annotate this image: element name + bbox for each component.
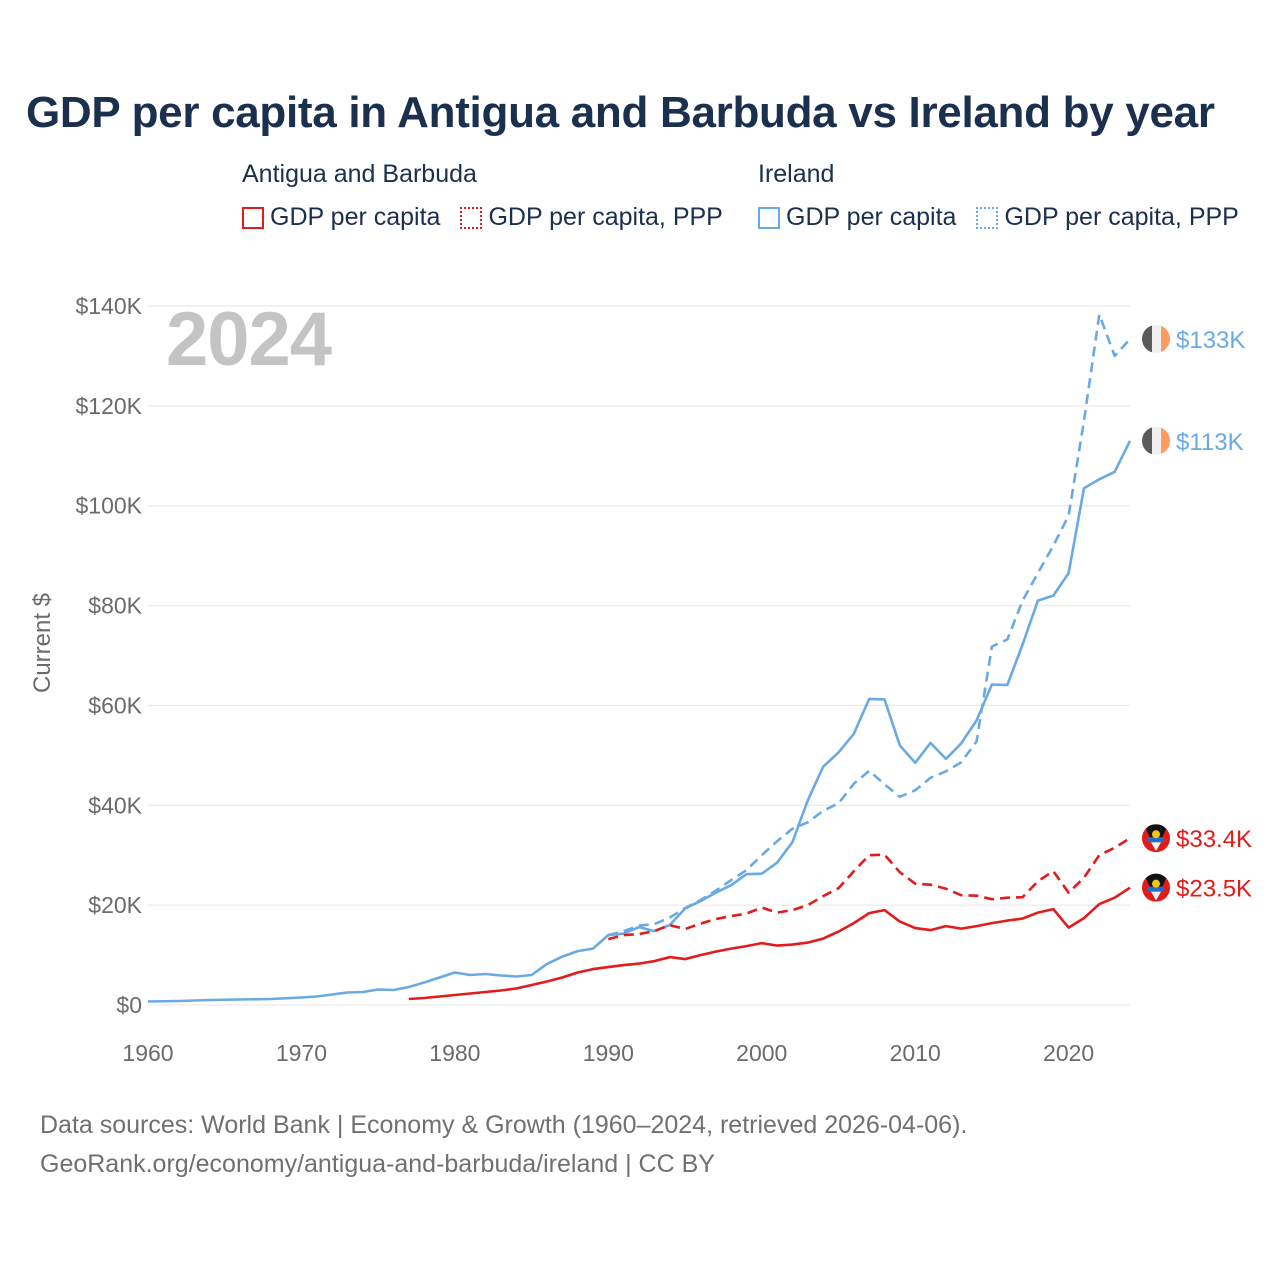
series-line[interactable] — [147, 440, 1132, 1003]
series-lines — [147, 313, 1132, 1003]
year-label: 2024 — [166, 297, 332, 382]
legend-group-title: Ireland — [758, 160, 835, 188]
source-link[interactable]: GeoRank.org/economy/antigua-and-barbuda/… — [40, 1150, 715, 1178]
x-tick-label: 2000 — [736, 1040, 787, 1066]
legend-group-ireland: Ireland GDP per capita GDP per capita, P… — [758, 160, 1239, 232]
series-line[interactable] — [408, 886, 1131, 1001]
x-axis-ticks: 1960 1970 1980 1990 2000 2010 2020 — [122, 1040, 1094, 1066]
y-axis-title: Current $ — [29, 593, 56, 693]
grid-lines — [148, 305, 1130, 1006]
x-tick-label: 1990 — [583, 1040, 634, 1066]
legend-item-antigua-gdp-ppp[interactable]: GDP per capita, PPP — [460, 203, 723, 232]
y-tick-label: $40K — [88, 792, 142, 818]
series-end-label: $23.5K — [1176, 876, 1252, 903]
legend-label: GDP per capita, PPP — [488, 203, 723, 231]
data-source-note: Data sources: World Bank | Economy & Gro… — [40, 1111, 968, 1139]
legend-item-antigua-gdp[interactable]: GDP per capita — [242, 203, 440, 232]
legend-item-ireland-gdp-ppp[interactable]: GDP per capita, PPP — [976, 203, 1239, 232]
y-tick-label: $100K — [75, 493, 142, 519]
ireland-flag-icon — [1142, 324, 1170, 353]
y-tick-label: $140K — [75, 293, 142, 319]
x-tick-label: 2010 — [890, 1040, 941, 1066]
y-tick-label: $60K — [88, 692, 142, 718]
y-axis-ticks: $0 $20K $40K $60K $80K $100K $120K $140K — [75, 293, 142, 1018]
series-line[interactable] — [607, 313, 1131, 937]
x-tick-label: 1970 — [276, 1040, 327, 1066]
legend-label: GDP per capita — [786, 203, 957, 231]
legend-label: GDP per capita — [270, 203, 441, 231]
antigua-flag-icon — [1142, 873, 1170, 902]
series-end-label: $133K — [1176, 327, 1245, 354]
legend-swatch-solid — [242, 206, 264, 229]
x-tick-label: 1980 — [429, 1040, 480, 1066]
legend-swatch-dotted — [460, 206, 483, 229]
series-end-label: $33.4K — [1176, 826, 1252, 853]
y-tick-label: $80K — [88, 593, 142, 619]
legend-swatch-solid — [758, 206, 780, 229]
series-end-label: $113K — [1176, 429, 1244, 456]
y-tick-label: $20K — [88, 892, 142, 918]
ireland-flag-icon — [1142, 426, 1170, 455]
legend-label: GDP per capita, PPP — [1004, 203, 1239, 231]
y-tick-label: $0 — [116, 992, 142, 1018]
series-end-markers: $113K $133K $23.5K $33.4K — [1142, 324, 1252, 903]
antigua-flag-icon — [1142, 824, 1170, 853]
chart-title: GDP per capita in Antigua and Barbuda vs… — [26, 88, 1215, 137]
legend-group-title: Antigua and Barbuda — [242, 160, 477, 188]
legend-swatch-dotted — [976, 206, 999, 229]
footer: Data sources: World Bank | Economy & Gro… — [40, 1106, 967, 1184]
x-tick-label: 2020 — [1043, 1040, 1094, 1066]
x-tick-label: 1960 — [122, 1040, 173, 1066]
legend-item-ireland-gdp[interactable]: GDP per capita — [758, 203, 956, 232]
legend-group-antigua: Antigua and Barbuda GDP per capita GDP p… — [242, 160, 723, 232]
y-tick-label: $120K — [75, 393, 142, 419]
series-line[interactable] — [607, 837, 1131, 941]
